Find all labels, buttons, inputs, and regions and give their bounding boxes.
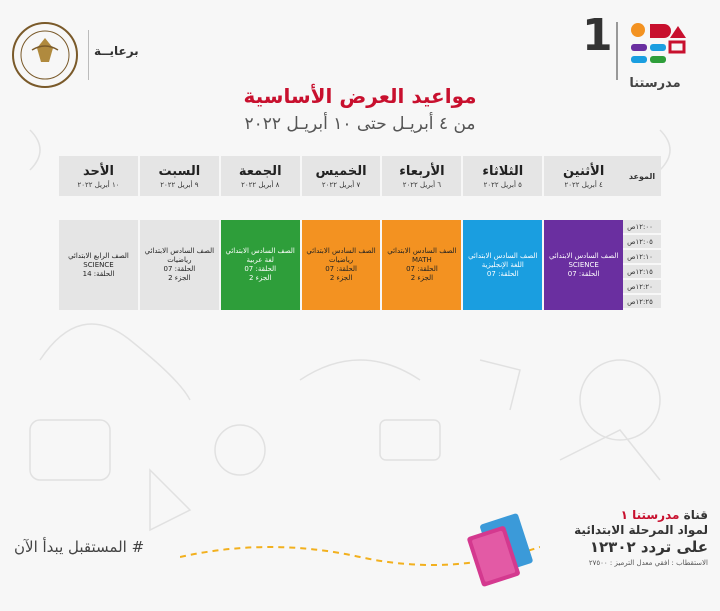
time-header-label: الموعد [628, 171, 656, 181]
channel-subject: لمواد المرحلة الابتدائية [574, 523, 708, 537]
program-line: الحلقة: 14 [82, 269, 115, 278]
time-slot: ١٢:٢٥ص [623, 295, 661, 309]
day-header-cell: الأثنين ٤ أبريل ٢٠٢٢ [544, 156, 624, 196]
logo-mark-icon [631, 23, 686, 63]
program-text: الصف الرابع الابتدائي SCIENCE الحلقة: 14 [64, 252, 133, 279]
time-header-cell: الموعد [623, 156, 661, 196]
day-name: الخميس [315, 163, 367, 179]
program-line: الصف السادس الابتدائي [548, 251, 619, 260]
day-name: الثلاثاء [482, 163, 524, 179]
program-line: MATH [412, 256, 432, 264]
channel-frequency: على تردد ١٢٣٠٢ [589, 538, 708, 556]
program-line: الجزء 2 [168, 274, 191, 282]
day-header-cell: الأربعاء ٦ أبريل ٢٠٢٢ [382, 156, 462, 196]
day-name: الأربعاء [399, 163, 445, 179]
program-slot: الصف السادس الابتدائي لغة عربية الحلقة: 07… [220, 220, 300, 310]
day-date: ٨ أبريل ٢٠٢٢ [241, 180, 280, 189]
program-text: الصف السادس الابتدائي SCIENCE الحلقة: 07 [545, 252, 622, 279]
program-text: الصف السادس الابتدائي اللغة الإنجليزية الح… [464, 252, 541, 279]
channel-info: قناة مدرستنا ١ لمواد المرحلة الابتدائية … [538, 508, 708, 567]
day-header-cell: الخميس ٧ أبريل ٢٠٢٢ [301, 156, 381, 196]
channel-prefix: قناة [683, 508, 708, 522]
logo-text: مدرستنا [629, 76, 681, 91]
program-line: الحلقة: 07 [244, 265, 277, 273]
time-slot: ١٢:١٥ص [623, 265, 661, 279]
program-line: الصف السادس الابتدائي [225, 247, 295, 255]
hashtag-text: # المستقبل يبدأ الآن [14, 538, 145, 556]
day-name: الأحد [82, 163, 114, 179]
program-text: الصف السادس الابتدائي MATH الحلقة: 07 الجزء… [383, 247, 460, 283]
seal-divider [88, 30, 89, 80]
program-line: اللغة الإنجليزية [481, 260, 524, 269]
program-line: الجزء 2 [410, 274, 434, 282]
logo-number: 1 [582, 10, 613, 61]
day-date: ٩ أبريل ٢٠٢٢ [160, 180, 199, 189]
program-text: الصف السادس الابتدائي رياضيات الحلقة: 07 ال… [302, 247, 379, 283]
program-line: رياضيات [328, 256, 354, 264]
program-line: الحلقة: 07 [163, 265, 196, 273]
day-date: ٦ أبريل ٢٠٢٢ [402, 180, 442, 189]
program-line: رياضيات [167, 256, 192, 264]
page-subtitle: من ٤ أبريـل حتى ١٠ أبريـل ٢٠٢٢ [244, 114, 476, 134]
header: برعايــة 1 مدرستنا [0, 0, 720, 95]
program-line: SCIENCE [568, 260, 599, 269]
program-line: الجزء 2 [329, 274, 353, 282]
program-line: الصف السادس الابتدائي [387, 247, 457, 255]
program-slot: الصف السادس الابتدائي SCIENCE الحلقة: 07 [544, 220, 624, 310]
day-header-cell: الثلاثاء ٥ أبريل ٢٠٢٢ [463, 156, 543, 196]
day-name: السبت [158, 163, 201, 179]
sponsor-label: برعايــة [94, 44, 139, 58]
program-line: الصف السادس الابتدائي [468, 251, 538, 260]
program-line: الجزء 2 [248, 274, 272, 282]
program-line: SCIENCE [83, 260, 114, 269]
schedule-body-row: ١٢:٠٠ص ١٢:٠٥ص ١٢:١٠ص ١٢:١٥ص ١٢:٢٠ص ١٢:٢٥… [57, 220, 661, 310]
channel-name: مدرستنا ١ [620, 508, 680, 522]
time-column: ١٢:٠٠ص ١٢:٠٥ص ١٢:١٠ص ١٢:١٥ص ١٢:٢٠ص ١٢:٢٥… [623, 220, 661, 310]
time-slot: ١٢:٢٠ص [623, 280, 661, 294]
ministry-seal-icon [12, 22, 78, 88]
table-header-row: الموعد الأثنين ٤ أبريل ٢٠٢٢ الثلاثاء ٥ أبر… [57, 156, 661, 196]
madrasetna-logo: 1 مدرستنا [582, 10, 702, 91]
program-line: الحلقة: 07 [486, 269, 519, 278]
day-name: الأثنين [562, 163, 605, 179]
program-text: الصف السادس الابتدائي لغة عربية الحلقة: 07… [222, 247, 299, 283]
program-line: الصف الرابع الابتدائي [68, 251, 129, 260]
program-line: لغة عربية [246, 256, 274, 264]
time-slot: ١٢:٠٥ص [623, 235, 661, 249]
program-slot: الصف السادس الابتدائي MATH الحلقة: 07 الجزء… [382, 220, 462, 310]
program-line: الحلقة: 07 [325, 265, 357, 273]
day-name: الجمعة [238, 163, 282, 179]
program-slot: الصف السادس الابتدائي اللغة الإنجليزية الح… [463, 220, 543, 310]
channel-line: قناة مدرستنا ١ [538, 508, 708, 522]
time-slot: ١٢:١٠ص [623, 250, 661, 264]
day-header-cell: السبت ٩ أبريل ٢٠٢٢ [139, 156, 219, 196]
program-slot: الصف السادس الابتدائي رياضيات الحلقة: 07 ال… [139, 220, 219, 310]
page-title: مواعيد العرض الأساسية [243, 84, 477, 108]
books-icon [467, 513, 533, 587]
program-slot: الصف الرابع الابتدائي SCIENCE الحلقة: 14 [59, 220, 138, 310]
dashed-path-decoration [180, 546, 540, 566]
program-slot: الصف السادس الابتدائي رياضيات الحلقة: 07 ال… [301, 220, 381, 310]
time-slot: ١٢:٠٠ص [623, 220, 661, 234]
program-text: الصف السادس الابتدائي رياضيات الحلقة: 07 ال… [141, 247, 218, 283]
day-header-cell: الجمعة ٨ أبريل ٢٠٢٢ [220, 156, 300, 196]
program-line: الصف السادس الابتدائي [306, 247, 376, 255]
day-date: ١٠ أبريل ٢٠٢٢ [77, 180, 120, 189]
day-date: ٧ أبريل ٢٠٢٢ [321, 180, 361, 189]
program-line: الحلقة: 07 [406, 265, 438, 273]
day-header-cell: الأحد ١٠ أبريل ٢٠٢٢ [59, 156, 138, 196]
program-line: الصف السادس الابتدائي [144, 247, 215, 255]
channel-tech-info: الاستقطاب : افقي معدل الترميز : ٢٧٥٠٠ [588, 559, 708, 567]
schedule-table: الموعد الأثنين ٤ أبريل ٢٠٢٢ الثلاثاء ٥ أبر… [57, 156, 661, 310]
program-line: الحلقة: 07 [567, 269, 600, 278]
day-date: ٥ أبريل ٢٠٢٢ [483, 180, 522, 189]
logo-divider [616, 22, 618, 80]
day-date: ٤ أبريل ٢٠٢٢ [564, 180, 603, 189]
